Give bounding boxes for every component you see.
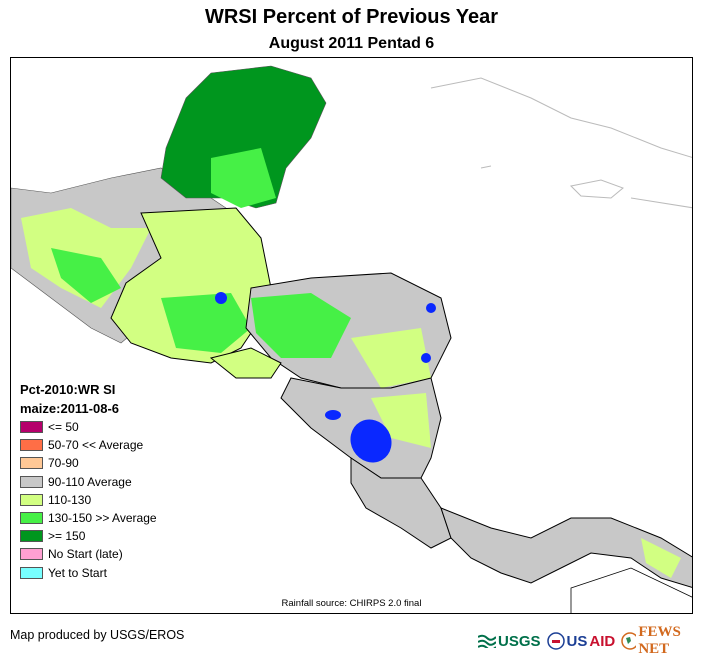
credit-text: Map produced by USGS/EROS <box>10 628 185 642</box>
legend-item: 110-130 <box>20 491 157 509</box>
region-honduras-green <box>251 293 351 358</box>
map-title: WRSI Percent of Previous Year <box>204 6 499 28</box>
legend-swatch <box>20 421 43 434</box>
water-body <box>421 353 431 363</box>
fews-net-logo: FEWS NET <box>621 624 703 658</box>
region-costa-rica <box>350 457 452 549</box>
usaid-seal-icon <box>546 632 565 650</box>
legend-label: 130-150 >> Average <box>48 511 157 526</box>
water-body <box>333 412 339 418</box>
region-panama-green <box>641 538 681 578</box>
region-mexico-bright <box>51 248 121 303</box>
legend-item: No Start (late) <box>20 545 157 563</box>
usgs-wave-icon <box>478 634 496 648</box>
jamaica-outline <box>569 179 624 199</box>
legend-label: 50-70 << Average <box>48 438 144 453</box>
region-honduras-light <box>351 328 431 388</box>
legend-swatch <box>20 457 43 470</box>
lake-nicaragua <box>350 419 392 463</box>
water-body <box>215 292 227 304</box>
map-canvas <box>11 65 692 613</box>
legend-item: Yet to Start <box>20 564 157 582</box>
map-subtitle: August 2011 Pentad 6 <box>268 35 435 52</box>
region-colombia <box>570 567 692 613</box>
region-guatemala-green <box>161 293 251 353</box>
legend-item: 90-110 Average <box>20 473 157 491</box>
rainfall-source: Rainfall source: CHIRPS 2.0 final <box>281 598 422 609</box>
legend-swatch <box>20 493 43 506</box>
cayman-outline <box>480 165 492 169</box>
legend-label: 70-90 <box>48 456 79 471</box>
legend-item: 50-70 << Average <box>20 436 157 454</box>
legend-swatch <box>20 530 43 543</box>
island-outline <box>630 197 692 209</box>
globe-icon <box>621 632 637 650</box>
legend-item: 70-90 <box>20 454 157 472</box>
legend-label: No Start (late) <box>48 547 123 562</box>
legend-label: 110-130 <box>48 492 92 507</box>
legend-item: 130-150 >> Average <box>20 509 157 527</box>
legend-swatch <box>20 566 43 579</box>
legend-swatch <box>20 475 43 488</box>
region-el-salvador <box>209 347 282 379</box>
legend-label: >= 150 <box>48 529 86 544</box>
legend-heading: Pct-2010:WR SI <box>20 382 116 397</box>
region-nicaragua-light <box>371 393 431 448</box>
legend-swatch <box>20 439 43 452</box>
region-yucatan-light <box>211 148 276 208</box>
legend-label: <= 50 <box>48 420 79 435</box>
legend-label: 90-110 Average <box>48 474 132 489</box>
legend-swatch <box>20 548 43 561</box>
water-body <box>426 303 436 313</box>
region-panama <box>440 507 692 588</box>
legend-swatch <box>20 512 43 525</box>
legend-subheading: maize:2011-08-6 <box>20 401 120 416</box>
usaid-logo: US AID <box>546 632 615 650</box>
cuba-outline <box>430 77 692 158</box>
legend-item: <= 50 <box>20 418 157 436</box>
usgs-logo: USGS <box>478 633 541 650</box>
region-yucatan <box>160 65 327 209</box>
legend: Pct-2010:WR SI maize:2011-08-6 <= 50 50-7… <box>20 380 157 582</box>
logo-strip: USGS US AID FEWS NET <box>478 624 703 658</box>
legend-label: Yet to Start <box>48 565 107 580</box>
map-frame <box>10 57 693 614</box>
legend-item: >= 150 <box>20 527 157 545</box>
